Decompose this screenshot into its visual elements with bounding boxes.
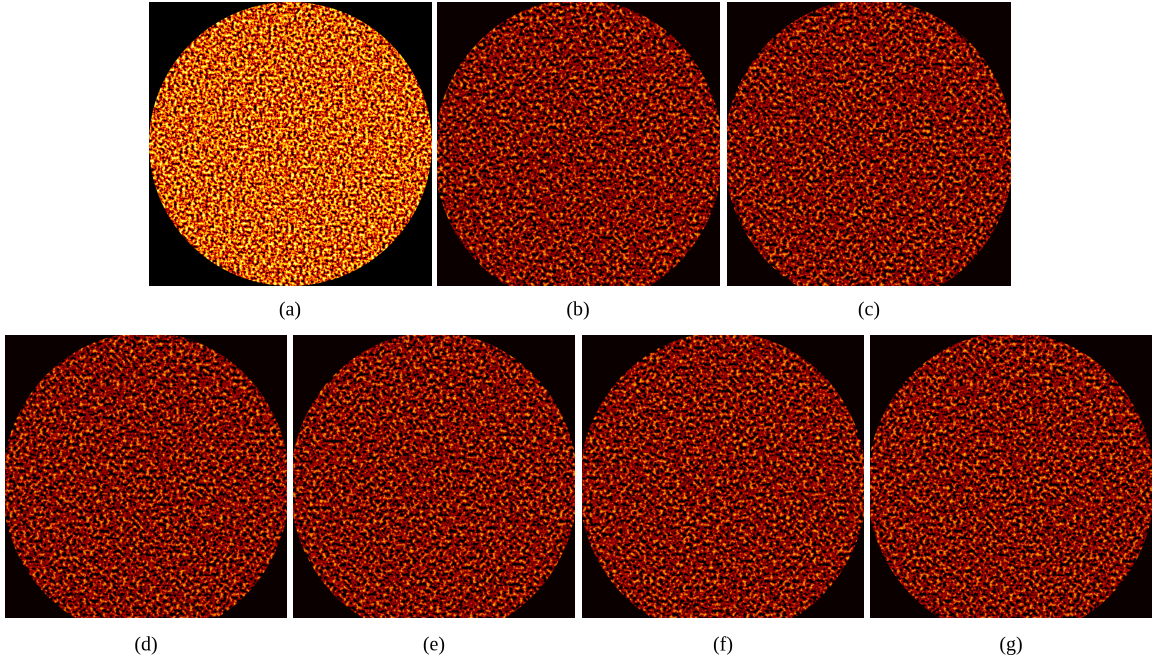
image-panel bbox=[582, 335, 864, 618]
heatmap-disc bbox=[293, 335, 575, 618]
heatmap-disc bbox=[727, 2, 1011, 286]
heatmap-disc bbox=[582, 335, 864, 618]
panel-label: (a) bbox=[279, 299, 301, 321]
heatmap-disc bbox=[5, 335, 287, 618]
panel-label: (d) bbox=[134, 634, 157, 656]
heatmap-disc bbox=[437, 2, 720, 286]
image-panel bbox=[437, 2, 720, 286]
panel-label: (c) bbox=[858, 299, 880, 321]
image-panel bbox=[293, 335, 575, 618]
image-panel bbox=[870, 335, 1152, 618]
image-panel bbox=[149, 2, 432, 286]
heatmap-disc bbox=[870, 335, 1152, 618]
image-panel bbox=[5, 335, 287, 618]
panel-label: (g) bbox=[999, 634, 1022, 656]
panel-label: (b) bbox=[566, 299, 589, 321]
panel-label: (e) bbox=[423, 634, 445, 656]
panel-label: (f) bbox=[713, 634, 733, 656]
heatmap-disc bbox=[149, 2, 432, 286]
image-panel bbox=[727, 2, 1011, 286]
